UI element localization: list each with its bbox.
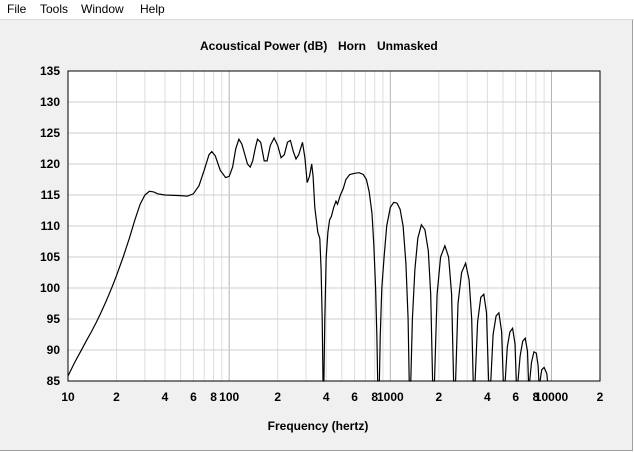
y-tick-label: 90: [47, 343, 61, 357]
x-tick-label: 10000: [535, 390, 569, 404]
series-line: [67, 136, 549, 382]
x-tick-label: 2: [435, 390, 442, 404]
x-tick-label: 2: [113, 390, 120, 404]
menu-help[interactable]: Help: [140, 2, 165, 16]
chart-title: Acoustical Power (dB): [200, 39, 327, 53]
x-tick-label: 4: [323, 390, 330, 404]
x-tick-label: 1000: [377, 390, 404, 404]
y-tick-label: 110: [41, 219, 61, 233]
menu-tools[interactable]: Tools: [40, 2, 69, 16]
x-tick-label: 8: [210, 390, 217, 404]
menu-bar: File Tools Window Help: [0, 0, 634, 20]
y-tick-label: 135: [40, 64, 60, 78]
menu-window[interactable]: Window: [81, 2, 124, 16]
x-tick-label: 2: [597, 390, 604, 404]
x-tick-label: 8: [371, 390, 378, 404]
x-tick-label: 4: [484, 390, 491, 404]
chart-title-group: Acoustical Power (dB) Horn Unmasked: [200, 39, 438, 53]
chart-title-unmasked: Unmasked: [377, 39, 438, 53]
x-tick-label: 6: [512, 390, 519, 404]
x-tick-label: 10: [61, 390, 75, 404]
y-tick-label: 125: [40, 126, 60, 140]
x-axis-label: Frequency (hertz): [268, 419, 369, 433]
x-tick-label: 2: [274, 390, 281, 404]
grid-lines: [68, 71, 600, 381]
x-tick-label: 6: [190, 390, 197, 404]
chart-title-horn: Horn: [338, 39, 366, 53]
y-tick-label: 115: [41, 188, 61, 202]
x-tick-label: 8: [533, 390, 540, 404]
menu-file[interactable]: File: [7, 2, 27, 16]
y-tick-label: 95: [47, 312, 61, 326]
y-tick-label: 130: [40, 95, 60, 109]
y-tick-label: 105: [40, 250, 60, 264]
y-tick-label: 85: [47, 374, 61, 388]
y-tick-label: 100: [40, 281, 60, 295]
plot-frame: [67, 70, 601, 382]
x-tick-label: 100: [219, 390, 239, 404]
x-tick-label: 6: [351, 390, 358, 404]
x-tick-label: 4: [162, 390, 169, 404]
y-tick-labels: 85 90 95 100 105 110 115 120 125 130 135: [40, 64, 60, 388]
y-tick-label: 120: [40, 157, 60, 171]
